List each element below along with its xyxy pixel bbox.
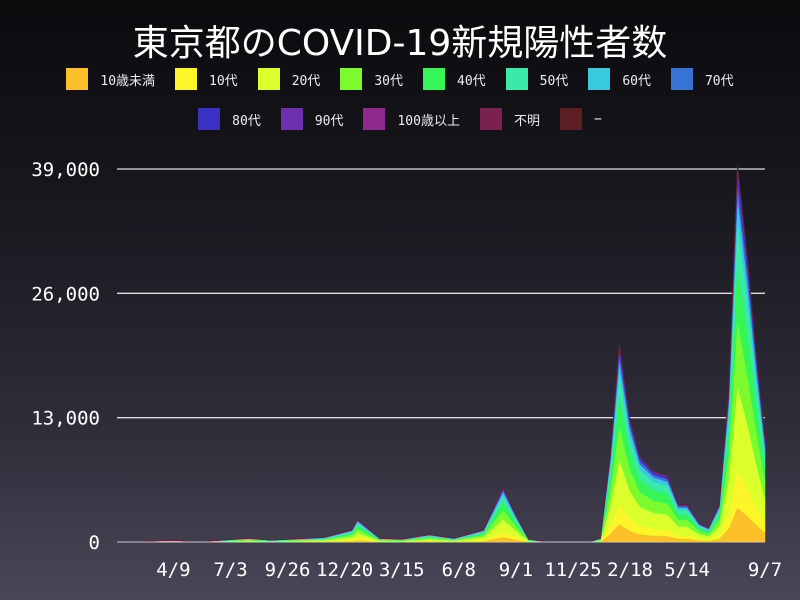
legend-label: 不明	[513, 113, 540, 129]
legend-swatch	[505, 68, 528, 90]
x-tick-label: 12/20	[316, 559, 373, 581]
legend-item: 100歳以上	[363, 108, 460, 130]
x-tick-label: 9/1	[499, 559, 533, 581]
legend-swatch	[66, 68, 89, 90]
x-tick-label: 5/14	[664, 559, 710, 581]
legend-item: 40代	[423, 68, 486, 90]
legend-label: 60代	[622, 73, 651, 89]
legend-label: 30代	[374, 73, 403, 89]
area-series-5	[116, 220, 766, 543]
x-tick-label: 3/15	[379, 559, 425, 581]
legend-label: 10代	[209, 73, 238, 89]
legend-label: 100歳以上	[397, 113, 460, 129]
legend-swatch	[670, 68, 693, 90]
x-tick-label: 11/25	[544, 559, 601, 581]
y-tick-label: 39,000	[31, 159, 100, 181]
x-tick-label: 4/9	[156, 559, 190, 581]
legend-item: 50代	[505, 68, 569, 90]
legend-item: 10歳未満	[66, 68, 155, 90]
x-tick-label: 7/3	[213, 559, 247, 581]
legend-swatch	[340, 68, 363, 90]
chart-title: 東京都のCOVID-19新規陽性者数	[132, 23, 668, 64]
legend-item: −	[559, 108, 602, 130]
y-tick-label: 13,000	[31, 408, 100, 430]
legend-swatch	[423, 68, 445, 90]
y-tick-label: 26,000	[31, 283, 100, 305]
legend-item: 60代	[588, 68, 651, 90]
legend-label: 50代	[539, 73, 569, 89]
legend-item: 20代	[257, 68, 321, 90]
y-tick-label: 0	[89, 532, 100, 554]
legend-label: 70代	[704, 73, 734, 89]
legend-swatch	[198, 108, 221, 130]
legend-swatch	[363, 108, 386, 130]
legend-label: 10歳未満	[100, 73, 156, 89]
legend-item: 10代	[175, 68, 238, 90]
legend-swatch	[479, 108, 502, 130]
area-series-3	[116, 320, 766, 543]
legend-swatch	[175, 68, 198, 90]
legend-item: 90代	[280, 108, 344, 130]
legend-label: 90代	[314, 113, 344, 129]
area-series-4	[116, 262, 766, 543]
legend-item: 30代	[340, 68, 403, 90]
legend-swatch	[559, 108, 582, 130]
legend-swatch	[588, 68, 611, 90]
legend-label: 80代	[232, 113, 261, 129]
legend-row: 80代 90代 100歳以上 不明 −	[0, 108, 800, 130]
legend-label: −	[593, 111, 602, 127]
x-tick-label: 9/26	[265, 559, 311, 581]
legend-swatch	[257, 68, 280, 90]
legend-label: 20代	[291, 73, 321, 89]
x-tick-label: 2/18	[607, 559, 653, 581]
x-tick-label: 6/8	[442, 559, 476, 581]
legend-item: 不明	[479, 108, 540, 130]
legend-swatch	[280, 108, 303, 130]
legend-item: 70代	[670, 68, 734, 90]
area-series-2	[116, 385, 766, 543]
legend-label: 40代	[457, 73, 486, 89]
x-tick-label: 9/7	[748, 559, 782, 581]
legend-item: 80代	[198, 108, 261, 130]
legend-row: 10歳未満 10代 20代 30代 40代 50代 60代 70代	[0, 68, 800, 90]
